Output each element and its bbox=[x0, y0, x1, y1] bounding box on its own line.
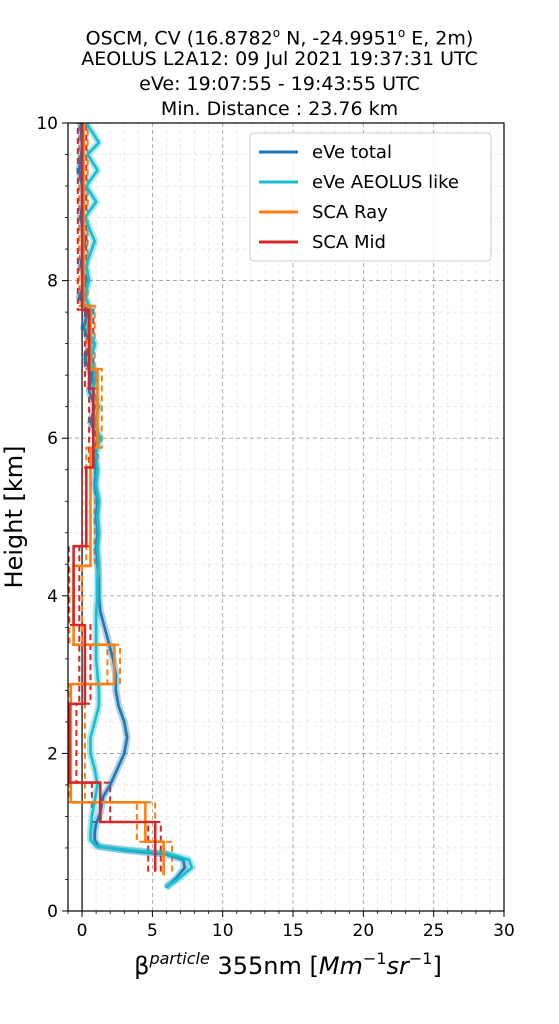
y-axis-label: Height [km] bbox=[0, 446, 28, 589]
y-tick-label: 8 bbox=[47, 272, 58, 292]
error-line bbox=[68, 123, 150, 872]
chart-title-line-4: Min. Distance : 23.76 km bbox=[160, 98, 399, 120]
y-tick-label: 4 bbox=[47, 587, 58, 607]
y-tick-label: 0 bbox=[47, 902, 58, 922]
legend-label-sca-mid: SCA Mid bbox=[312, 232, 386, 253]
chart-title-line-1: OSCM, CV (16.8782o N, -24.9951o E, 2m) bbox=[85, 26, 474, 50]
x-tick-label: 30 bbox=[493, 921, 515, 941]
y-tick-label: 10 bbox=[36, 114, 58, 134]
series-layer bbox=[68, 123, 196, 891]
x-tick-label: 25 bbox=[423, 921, 445, 941]
x-tick-label: 5 bbox=[147, 921, 158, 941]
error-line bbox=[81, 123, 174, 872]
x-axis-label: βparticle 355nm [Mm−1sr−1] bbox=[134, 949, 442, 980]
y-tick-label: 2 bbox=[47, 744, 58, 764]
axis-ticks: 0 5 10 15 20 25 30 0 2 4 6 8 10 bbox=[36, 114, 514, 941]
legend-label-eve-aeolus: eVe AEOLUS like bbox=[312, 172, 459, 193]
y-tick-label: 6 bbox=[47, 429, 58, 449]
legend-box bbox=[249, 132, 492, 262]
legend-label-sca-ray: SCA Ray bbox=[312, 202, 388, 223]
legend: eVe total eVe AEOLUS like SCA Ray SCA Mi… bbox=[249, 132, 492, 262]
legend-label-eve-total: eVe total bbox=[312, 142, 392, 163]
x-tick-label: 0 bbox=[77, 921, 88, 941]
x-tick-label: 20 bbox=[353, 921, 375, 941]
x-tick-label: 10 bbox=[212, 921, 234, 941]
series-eve-aeolus bbox=[83, 123, 194, 889]
series-sca-mid bbox=[68, 123, 157, 872]
chart-title-line-2: AEOLUS L2A12: 09 Jul 2021 19:37:31 UTC bbox=[81, 48, 478, 70]
x-tick-label: 15 bbox=[282, 921, 304, 941]
plot-frame bbox=[67, 122, 505, 912]
error-line bbox=[75, 123, 162, 872]
chart-title-line-3: eVe: 19:07:55 - 19:43:55 UTC bbox=[139, 73, 420, 95]
